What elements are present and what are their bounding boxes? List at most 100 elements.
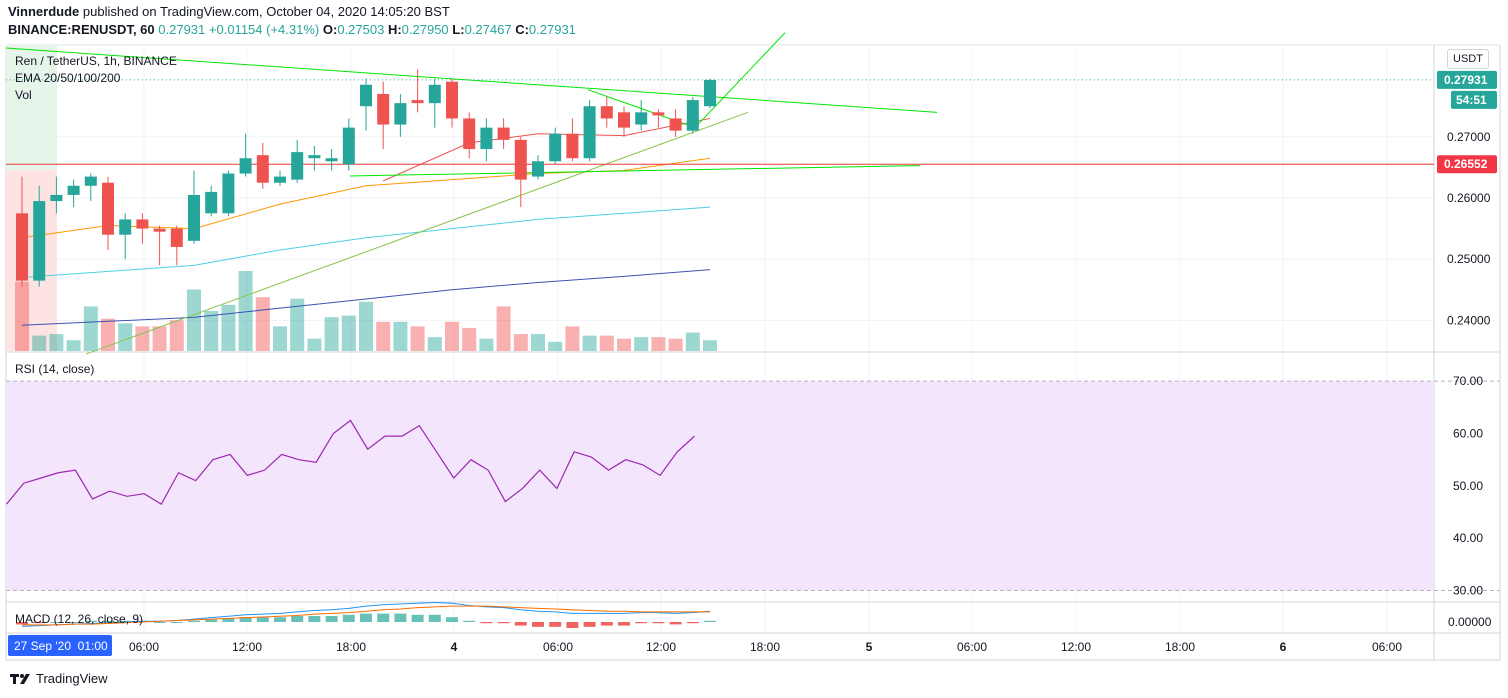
- macd-histogram-bar: [618, 622, 630, 626]
- volume-bar: [290, 298, 305, 351]
- ema200-line: [21, 269, 711, 326]
- candle-body: [360, 84, 372, 107]
- publish-info: published on TradingView.com, October 04…: [82, 4, 450, 19]
- candle-body: [446, 81, 458, 119]
- candle-body: [102, 182, 114, 235]
- macd-histogram-bar: [497, 622, 510, 624]
- macd-line: [21, 602, 711, 627]
- time-tick-label: 5: [866, 640, 873, 654]
- macd-histogram-bar: [704, 620, 716, 622]
- macd-histogram-bar: [102, 620, 114, 622]
- trend-line: [694, 32, 786, 128]
- macd-histogram-bar: [342, 614, 355, 622]
- macd-histogram-bar: [532, 622, 544, 627]
- price-tick-label: 0.27000: [1447, 130, 1491, 144]
- candle-body: [686, 100, 699, 131]
- candle-body: [325, 158, 338, 162]
- currency-button[interactable]: USDT: [1447, 49, 1489, 69]
- price-tick-label: 0.24000: [1447, 313, 1491, 327]
- candle-body: [377, 93, 390, 125]
- macd-histogram-bar: [463, 620, 476, 622]
- candle-body: [532, 161, 544, 177]
- rsi-tick-label: 30.00: [1453, 584, 1483, 598]
- volume-bar: [548, 341, 563, 351]
- volume-bar: [445, 321, 459, 351]
- macd-histogram-bar: [669, 622, 682, 625]
- open-label: O:: [322, 22, 338, 37]
- macd-histogram-bar: [170, 622, 183, 623]
- volume-bar: [565, 326, 580, 351]
- hline-price-tag: [1437, 155, 1497, 174]
- macd-histogram-bar: [652, 622, 665, 624]
- rsi-tick-label: 50.00: [1453, 479, 1483, 493]
- candle-body: [16, 213, 28, 281]
- macd-histogram-bar: [119, 620, 132, 622]
- publish-header: Vinnerdude published on TradingView.com,…: [8, 4, 450, 19]
- candle-body: [394, 103, 407, 125]
- volume-bar: [238, 271, 253, 351]
- candle-body: [274, 176, 286, 183]
- volume-bar: [118, 323, 133, 351]
- volume-bar: [617, 338, 631, 351]
- macd-histogram-bar: [16, 622, 28, 625]
- macd-histogram-bar: [549, 622, 562, 627]
- range-highlight-red: [6, 170, 57, 351]
- macd-histogram-bar: [446, 617, 458, 622]
- high-label: H:: [387, 22, 402, 37]
- time-tick-label: 18:00: [336, 640, 366, 654]
- countdown-tag-label: 54:51: [1456, 93, 1487, 107]
- macd-signal-line: [22, 605, 710, 626]
- candle-body: [50, 194, 63, 202]
- candle-body: [222, 173, 235, 214]
- volume-bar: [169, 320, 184, 351]
- candle-body: [428, 84, 441, 104]
- macd-histogram-bar: [583, 622, 596, 627]
- candle-body: [549, 133, 562, 162]
- volume-bar: [204, 311, 219, 351]
- candle-body: [119, 219, 132, 235]
- price-tick-label: 0.26000: [1447, 191, 1491, 205]
- author-name[interactable]: Vinnerdude: [8, 4, 80, 19]
- volume-bar: [221, 304, 236, 351]
- volume-bar: [599, 335, 614, 351]
- rsi-legend[interactable]: RSI (14, close): [15, 362, 95, 376]
- ohlc-header: BINANCE:RENUSDT, 60 0.27931 +0.01154 (+4…: [8, 22, 576, 37]
- volume-bar: [513, 334, 528, 351]
- trend-line: [5, 47, 938, 113]
- candle-body: [480, 127, 493, 150]
- macd-histogram-bar: [325, 616, 338, 622]
- volume-bar: [83, 306, 98, 351]
- macd-histogram-bar: [308, 616, 321, 622]
- macd-histogram-bar: [205, 619, 218, 622]
- candle-body: [514, 139, 527, 180]
- rsi-line: [6, 419, 695, 506]
- time-tick-label: 06:00: [1372, 640, 1402, 654]
- volume-bar: [668, 338, 683, 351]
- volume-bar: [427, 337, 442, 351]
- volume-bar: [651, 337, 666, 351]
- time-tick-label: 6: [1280, 640, 1287, 654]
- volume-bar: [324, 317, 339, 351]
- trend-line: [349, 165, 921, 177]
- time-range-tag: [8, 635, 112, 656]
- volume-bar: [152, 326, 167, 351]
- time-tick-label: 18:00: [1165, 640, 1195, 654]
- ema-legend[interactable]: EMA 20/50/100/200: [15, 71, 121, 85]
- last-price-tag-label: 0.27931: [1444, 73, 1488, 87]
- time-tick-label: 4: [451, 640, 458, 654]
- candle-body: [170, 228, 183, 247]
- vol-legend[interactable]: Vol: [15, 88, 32, 102]
- open-value: 0.27503: [337, 22, 385, 37]
- macd-histogram-bar: [33, 622, 46, 624]
- main-legend-title: Ren / TetherUS, 1h, BINANCE: [15, 54, 177, 68]
- macd-legend[interactable]: MACD (12, 26, close, 9): [15, 612, 144, 626]
- high-value: 0.27950: [401, 22, 449, 37]
- candle-body: [308, 155, 321, 159]
- volume-bar: [273, 326, 287, 351]
- macd-histogram-bar: [256, 617, 269, 622]
- volume-bar: [479, 338, 494, 351]
- rsi-band: [6, 381, 1434, 591]
- macd-histogram-bar: [153, 622, 166, 623]
- candle-body: [33, 201, 46, 281]
